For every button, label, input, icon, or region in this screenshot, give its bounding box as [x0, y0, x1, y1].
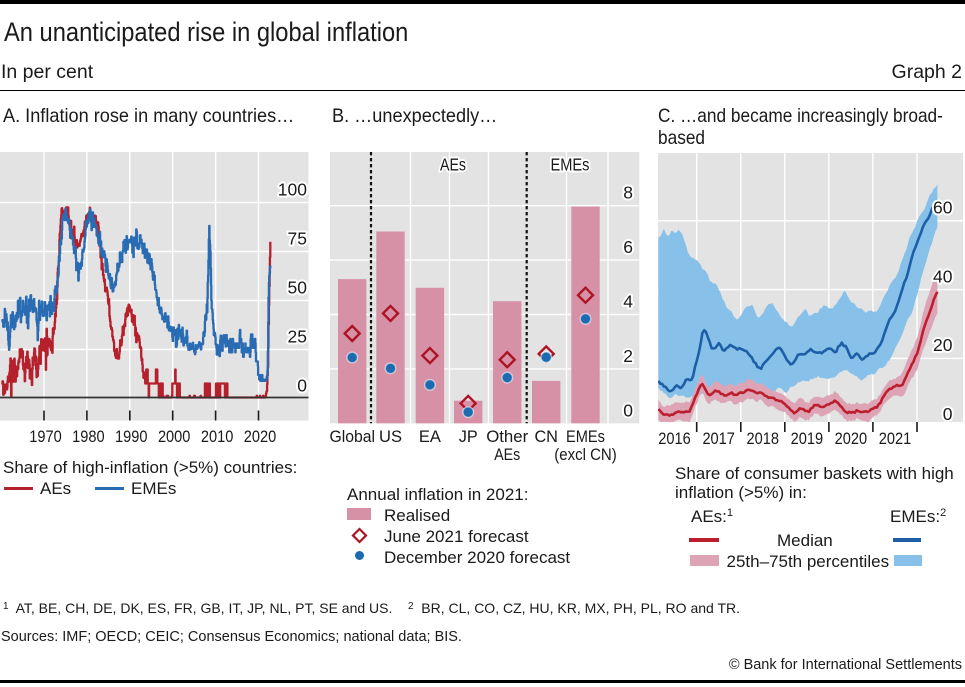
svg-text:2018: 2018 — [747, 429, 780, 448]
svg-text:AEs: AEs — [440, 155, 466, 175]
svg-text:2017: 2017 — [702, 429, 735, 448]
svg-text:CN: CN — [534, 427, 558, 446]
svg-text:2000: 2000 — [158, 427, 191, 446]
svg-text:1970: 1970 — [29, 427, 62, 446]
svg-text:50: 50 — [288, 278, 308, 298]
svg-text:(excl CN): (excl CN) — [554, 445, 617, 464]
svg-text:2016: 2016 — [658, 429, 691, 448]
svg-text:40: 40 — [933, 266, 953, 286]
svg-text:75: 75 — [288, 229, 307, 249]
svg-text:2020: 2020 — [835, 429, 868, 448]
svg-text:EA: EA — [419, 427, 442, 446]
svg-text:100: 100 — [278, 180, 307, 200]
svg-text:2021: 2021 — [879, 429, 912, 448]
svg-text:25: 25 — [288, 327, 307, 347]
svg-text:US: US — [379, 427, 402, 446]
svg-text:60: 60 — [933, 197, 953, 217]
svg-text:0: 0 — [623, 401, 633, 421]
svg-text:2019: 2019 — [791, 429, 824, 448]
svg-text:2: 2 — [623, 346, 633, 366]
svg-text:EMEs: EMEs — [566, 427, 605, 446]
svg-text:0: 0 — [297, 376, 307, 396]
svg-text:Other: Other — [486, 427, 528, 446]
svg-text:2020: 2020 — [244, 427, 277, 446]
svg-text:1980: 1980 — [72, 427, 105, 446]
svg-text:2010: 2010 — [201, 427, 234, 446]
svg-text:6: 6 — [623, 237, 633, 257]
svg-text:EMEs: EMEs — [551, 155, 590, 175]
svg-text:20: 20 — [933, 335, 953, 355]
svg-text:4: 4 — [623, 292, 633, 312]
svg-text:AEs: AEs — [494, 445, 520, 464]
svg-text:JP: JP — [459, 427, 478, 446]
svg-text:Global: Global — [329, 427, 375, 446]
svg-text:1990: 1990 — [115, 427, 148, 446]
svg-text:8: 8 — [623, 183, 633, 203]
svg-text:0: 0 — [943, 404, 953, 424]
